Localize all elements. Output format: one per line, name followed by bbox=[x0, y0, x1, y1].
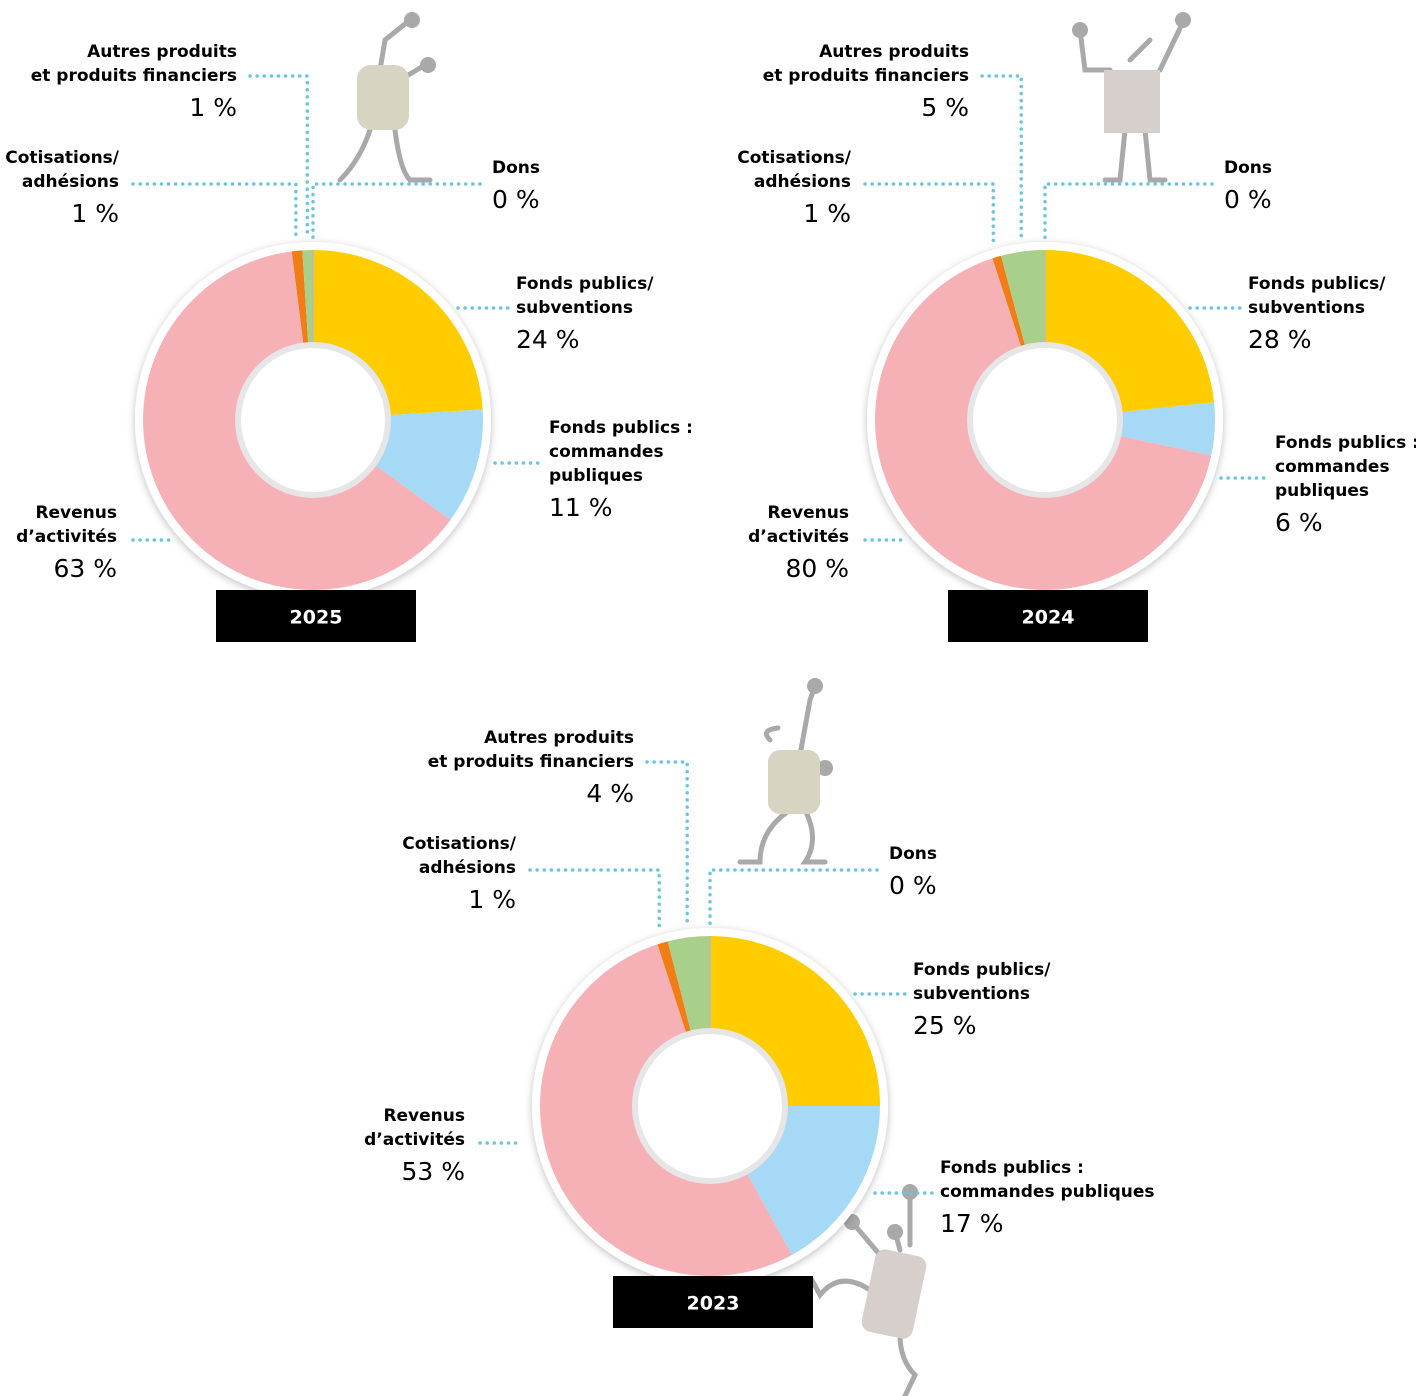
year-label: 2023 bbox=[687, 1293, 740, 1315]
value-label: 53 % bbox=[401, 1157, 465, 1186]
value-label: 1 % bbox=[189, 93, 237, 122]
donut-hole bbox=[970, 345, 1120, 495]
category-label: Cotisations/adhésions bbox=[737, 148, 852, 192]
leader-line bbox=[710, 870, 877, 924]
page: Fonds publics/subventions 24 % Fonds publi… bbox=[0, 0, 1416, 1396]
leader-line bbox=[313, 184, 480, 238]
value-label: 6 % bbox=[1275, 508, 1323, 537]
year-label: 2024 bbox=[1022, 607, 1075, 629]
leader-line bbox=[133, 184, 296, 239]
value-label: 4 % bbox=[586, 779, 634, 808]
leader-line bbox=[1045, 184, 1212, 238]
year-label: 2025 bbox=[290, 607, 343, 629]
category-label: Dons bbox=[492, 158, 540, 178]
category-label: Dons bbox=[1224, 158, 1272, 178]
value-label: 0 % bbox=[1224, 185, 1272, 214]
leader-line bbox=[982, 76, 1021, 240]
category-label: Dons bbox=[889, 844, 937, 864]
donut-hole bbox=[238, 345, 388, 495]
figure bbox=[740, 678, 833, 862]
category-label: Cotisations/adhésions bbox=[5, 148, 120, 192]
leader-line bbox=[647, 762, 687, 925]
category-label: Fonds publics/subventions bbox=[516, 274, 654, 318]
value-label: 1 % bbox=[71, 199, 119, 228]
figure bbox=[340, 12, 436, 180]
value-label: 28 % bbox=[1248, 325, 1312, 354]
donut-hole bbox=[635, 1031, 785, 1181]
figure bbox=[1072, 12, 1191, 180]
value-label: 0 % bbox=[492, 185, 540, 214]
category-label: Fonds publics/subventions bbox=[913, 960, 1051, 1004]
leader-line bbox=[865, 184, 993, 245]
value-label: 1 % bbox=[468, 885, 516, 914]
category-label: Fonds publics/subventions bbox=[1248, 274, 1386, 318]
category-label: Fonds publics :commandes publiques bbox=[940, 1158, 1155, 1202]
leader-line bbox=[250, 76, 307, 238]
value-label: 63 % bbox=[53, 554, 117, 583]
value-label: 25 % bbox=[913, 1011, 977, 1040]
value-label: 80 % bbox=[785, 554, 849, 583]
value-label: 1 % bbox=[803, 199, 851, 228]
value-label: 24 % bbox=[516, 325, 580, 354]
category-label: Cotisations/adhésions bbox=[402, 834, 517, 878]
value-label: 0 % bbox=[889, 871, 937, 900]
leader-line bbox=[530, 870, 659, 931]
value-label: 5 % bbox=[921, 93, 969, 122]
value-label: 11 % bbox=[549, 493, 613, 522]
value-label: 17 % bbox=[940, 1209, 1004, 1238]
